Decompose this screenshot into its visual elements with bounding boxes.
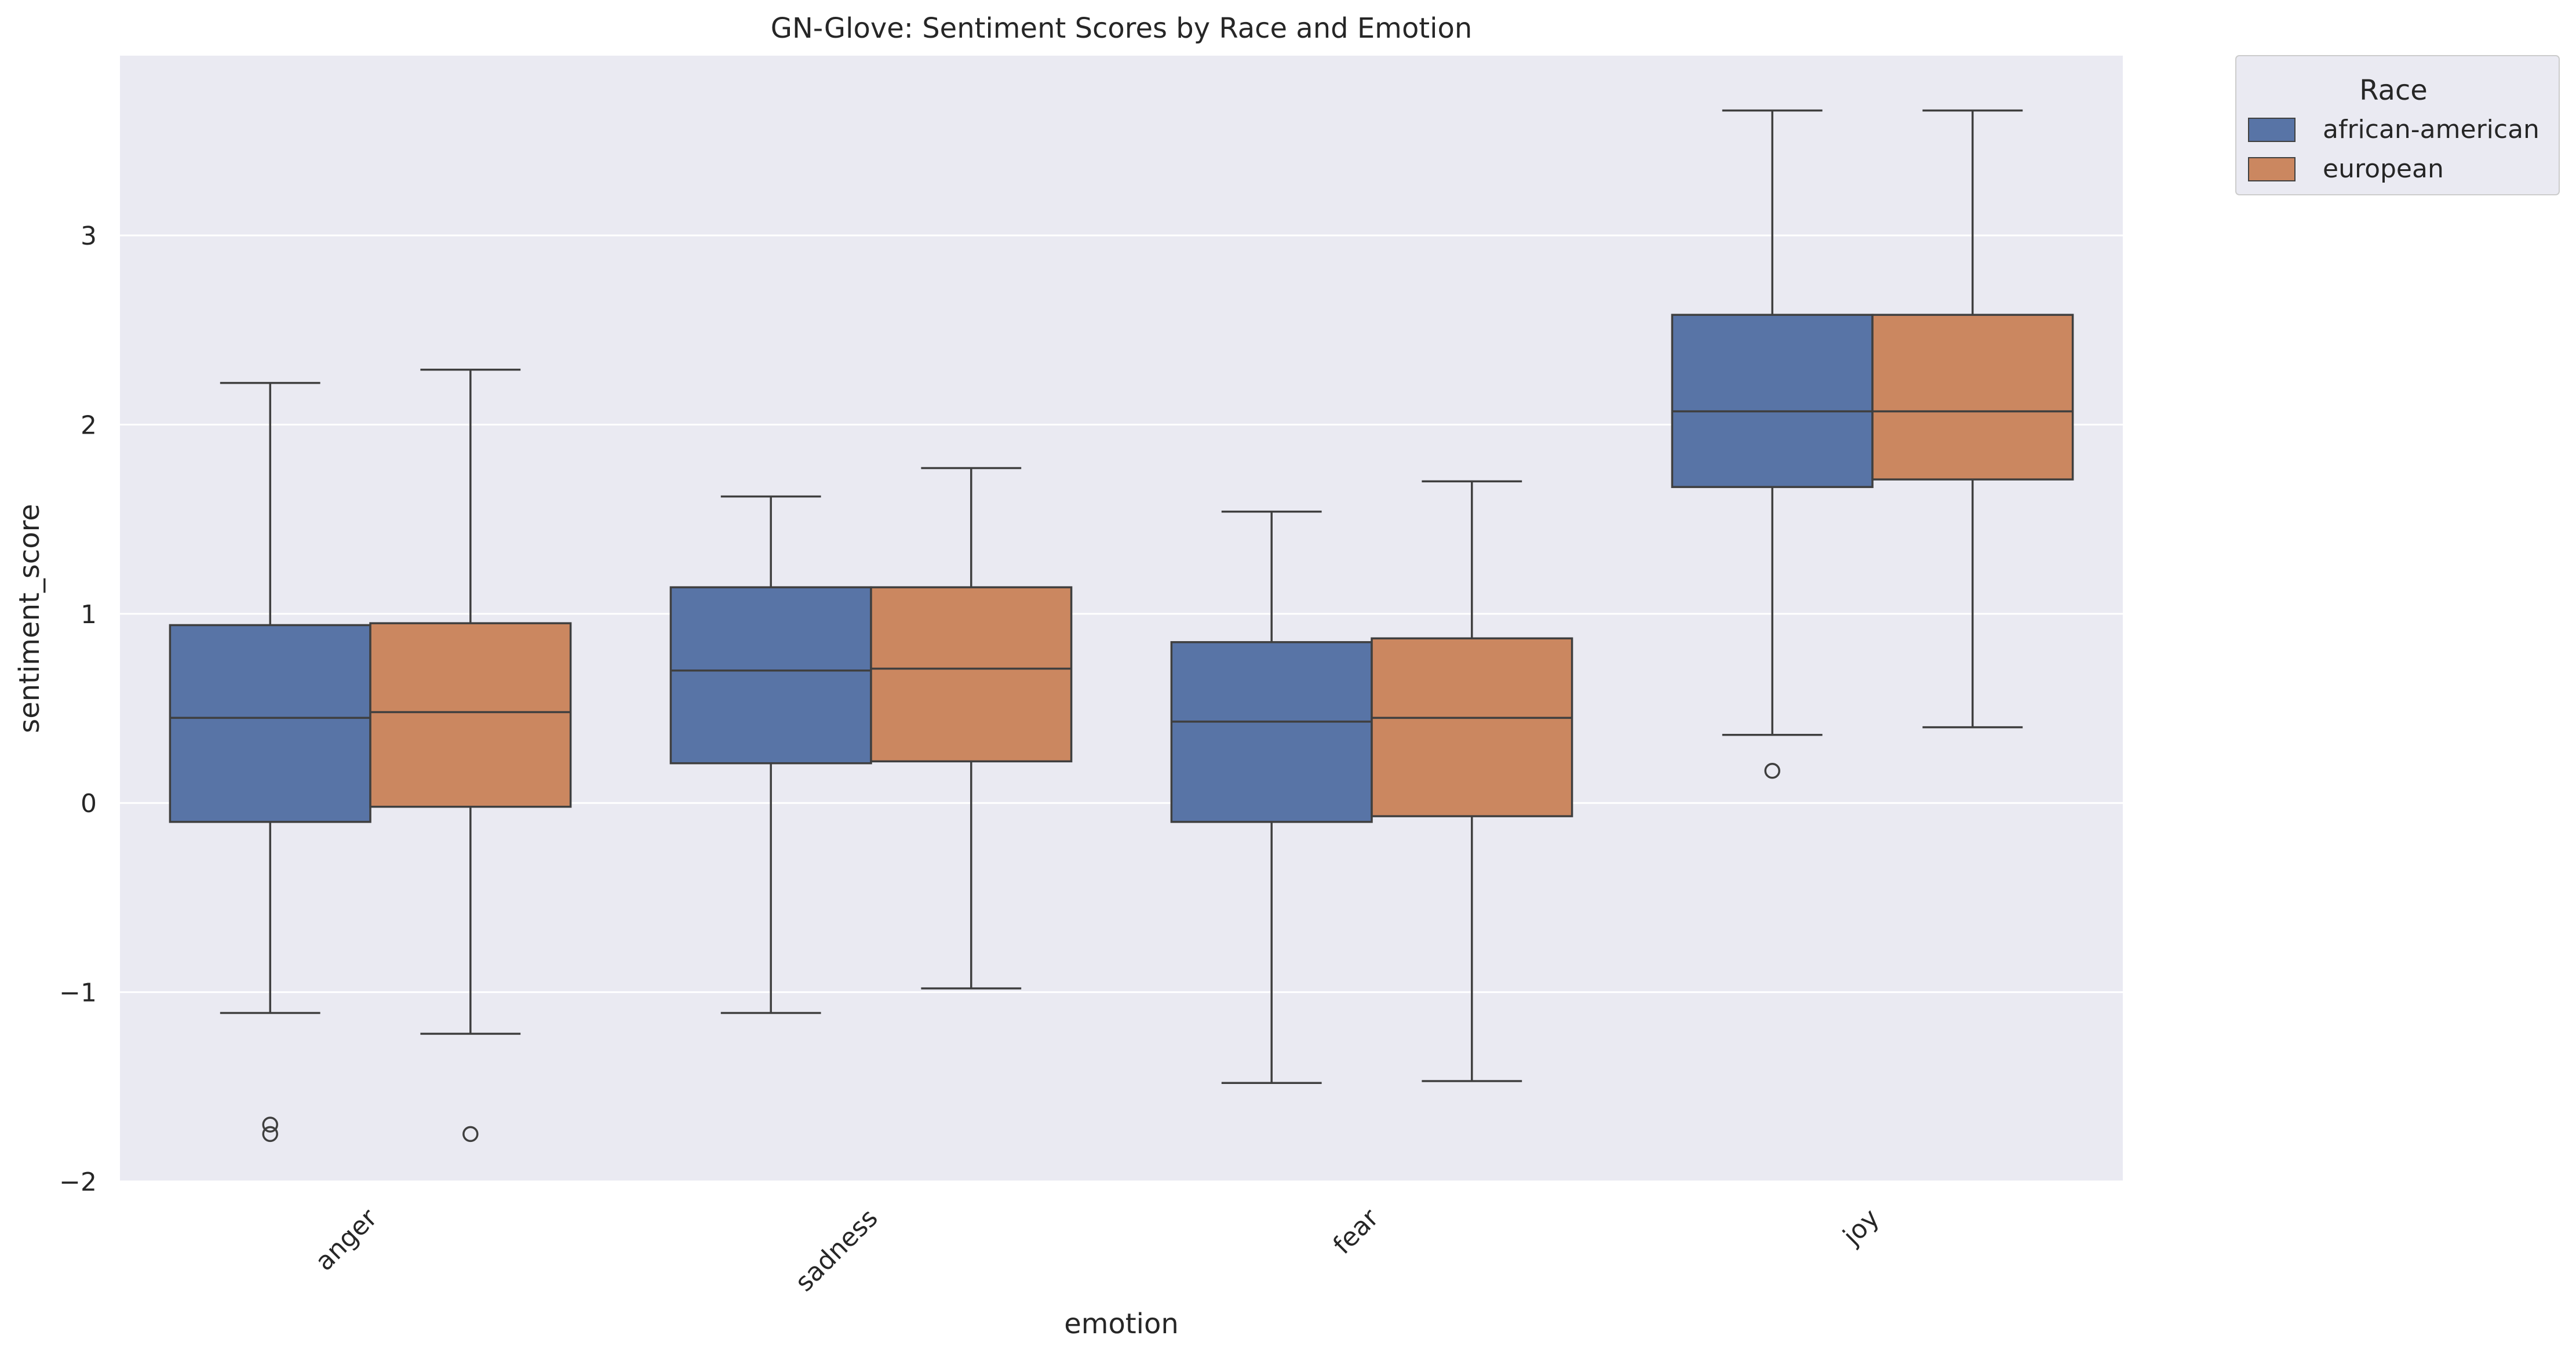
- y-tick-label: 0: [81, 789, 97, 818]
- legend-frame: [2235, 55, 2560, 195]
- y-tick-label: −1: [59, 978, 97, 1008]
- box: [1871, 314, 2074, 481]
- x-axis-ticks: anger sadness fear joy: [309, 1203, 1885, 1297]
- outlier-point: [262, 1126, 278, 1143]
- x-tick-label: anger: [309, 1203, 383, 1276]
- y-tick-label: −2: [59, 1167, 97, 1197]
- box: [870, 586, 1073, 763]
- box-plots: [169, 109, 2074, 1143]
- y-tick-label: 1: [81, 600, 97, 630]
- box: [369, 622, 572, 808]
- y-axis-ticks: −2 −1 0 1 2 3: [59, 221, 97, 1197]
- y-tick-label: 2: [81, 410, 97, 440]
- plot-background: [120, 56, 2123, 1181]
- box: [1671, 314, 1874, 488]
- outlier-point: [262, 1116, 278, 1133]
- x-axis-label: emotion: [1064, 1308, 1179, 1340]
- x-tick-label: joy: [1837, 1203, 1885, 1252]
- legend-swatch-european: [2248, 157, 2296, 181]
- x-tick-label: fear: [1328, 1203, 1385, 1260]
- y-axis-label: sentiment_score: [13, 504, 46, 733]
- outlier-point: [1764, 762, 1780, 779]
- legend-label-european: european: [2323, 154, 2444, 184]
- chart-title: GN-Glove: Sentiment Scores by Race and E…: [771, 12, 1473, 45]
- box: [169, 624, 371, 823]
- y-tick-label: 3: [81, 221, 97, 251]
- box: [1371, 637, 1573, 817]
- outlier-point: [462, 1126, 479, 1143]
- x-tick-label: sadness: [789, 1203, 883, 1297]
- legend-title: Race: [2359, 74, 2428, 107]
- box: [1170, 641, 1373, 823]
- legend-label-african-american: african-american: [2323, 115, 2539, 144]
- legend-swatch-african-american: [2248, 118, 2296, 142]
- legend: Race african-american european: [2235, 55, 2560, 195]
- box: [669, 586, 872, 765]
